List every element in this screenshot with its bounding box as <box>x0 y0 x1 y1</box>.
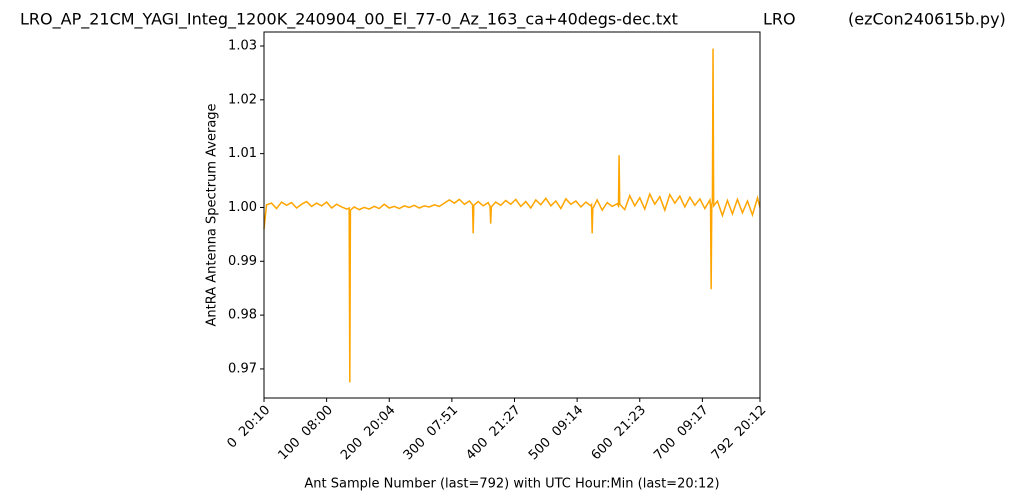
chart-title-center: LRO <box>763 10 796 29</box>
plot-frame <box>263 31 761 399</box>
x-tick-label: 300 07:51 <box>401 403 461 463</box>
y-axis-label: AntRA Antenna Spectrum Average <box>205 103 220 326</box>
y-tick-label: 0.99 <box>228 254 257 269</box>
y-tick-label: 1.00 <box>228 200 257 215</box>
x-tick-label: 400 21:27 <box>463 403 523 463</box>
x-tick-label: 500 09:14 <box>526 403 586 463</box>
data-line <box>263 48 761 383</box>
chart-title: LRO_AP_21CM_YAGI_Integ_1200K_240904_00_E… <box>20 10 678 30</box>
x-axis-label: Ant Sample Number (last=792) with UTC Ho… <box>304 477 719 492</box>
y-tick-label: 1.03 <box>228 38 257 53</box>
y-tick-label: 0.98 <box>228 308 257 323</box>
y-tick-label: 1.02 <box>228 92 257 107</box>
x-tick-label: 700 09:17 <box>651 403 711 463</box>
x-tick-label: 600 21:23 <box>589 403 649 463</box>
x-tick-label: 0 20:10 <box>225 403 274 452</box>
x-tick-label: 100 08:00 <box>275 403 335 463</box>
y-tick-label: 1.01 <box>228 146 257 161</box>
x-tick-label: 792 20:12 <box>709 403 769 463</box>
x-tick-label: 200 20:04 <box>338 403 398 463</box>
y-tick-label: 0.97 <box>228 361 257 376</box>
chart-title-right: (ezCon240615b.py) <box>848 10 1006 29</box>
